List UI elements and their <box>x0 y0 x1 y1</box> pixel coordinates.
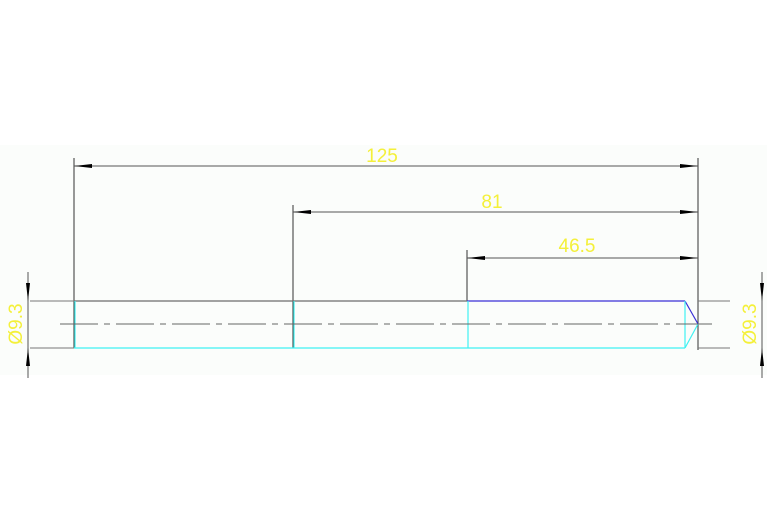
drawing-background-band <box>0 145 767 375</box>
arrow-icon <box>74 164 92 168</box>
dim-text-dia-right: Ø9.3 <box>740 303 761 344</box>
dimension-arrows <box>26 164 764 366</box>
dim-text-125: 125 <box>366 146 398 167</box>
dim-text-46-5: 46.5 <box>559 236 596 257</box>
arrow-icon <box>26 283 30 301</box>
dim-text-81: 81 <box>481 192 502 213</box>
arrow-icon <box>26 348 30 366</box>
arrow-icon <box>293 210 311 214</box>
arrow-icon <box>760 348 764 366</box>
arrow-icon <box>680 210 698 214</box>
arrow-icon <box>467 256 485 260</box>
dim-text-dia-left: Ø9.3 <box>6 303 27 344</box>
arrow-icon <box>680 164 698 168</box>
arrow-icon <box>760 283 764 301</box>
arrow-icon <box>680 256 698 260</box>
